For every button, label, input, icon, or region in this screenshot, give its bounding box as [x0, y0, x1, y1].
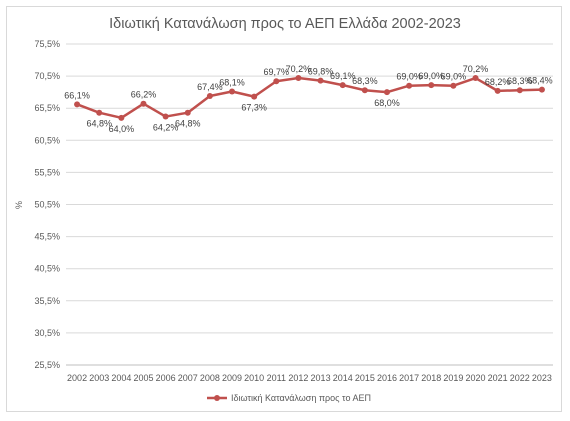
data-point[interactable]	[140, 100, 147, 107]
x-tick-label: 2002	[67, 373, 87, 383]
x-tick-label: 2013	[311, 373, 331, 383]
series-group	[74, 75, 545, 121]
data-label: 70,2%	[463, 64, 489, 74]
legend-marker	[214, 395, 220, 401]
x-tick-label: 2005	[133, 373, 153, 383]
data-point[interactable]	[516, 87, 523, 94]
data-label: 64,0%	[109, 124, 135, 134]
legend[interactable]: Ιδιωτική Κατανάλωση προς το ΑΕΠ	[207, 393, 371, 403]
x-tick-label: 2022	[510, 373, 530, 383]
data-label: 68,2%	[485, 77, 511, 87]
data-point[interactable]	[317, 77, 324, 84]
legend-label: Ιδιωτική Κατανάλωση προς το ΑΕΠ	[231, 393, 371, 403]
data-label: 66,2%	[131, 90, 157, 100]
chart-frame	[6, 6, 562, 412]
x-tick-label: 2003	[89, 373, 109, 383]
y-tick-label: 35,5%	[34, 296, 60, 306]
x-tick-label: 2011	[267, 373, 286, 383]
data-point[interactable]	[74, 101, 81, 108]
x-tick-label: 2009	[222, 373, 242, 383]
y-tick-label: 50,5%	[34, 200, 60, 210]
x-tick-label: 2021	[488, 373, 508, 383]
series-line	[76, 76, 542, 120]
data-labels: 66,1%64,8%64,0%66,2%64,2%64,8%67,4%68,1%…	[64, 64, 552, 134]
data-label: 64,2%	[153, 123, 179, 133]
data-point[interactable]	[406, 82, 413, 89]
data-label: 67,4%	[197, 82, 223, 92]
data-point[interactable]	[538, 86, 545, 93]
x-tick-label: 2010	[244, 373, 264, 383]
x-tick-label: 2019	[443, 373, 463, 383]
data-point[interactable]	[494, 87, 501, 94]
data-label: 69,1%	[330, 71, 356, 81]
data-label: 68,4%	[527, 76, 553, 86]
data-label: 68,3%	[352, 76, 378, 86]
data-label: 68,3%	[507, 76, 533, 86]
x-tick-label: 2012	[288, 373, 308, 383]
data-label: 69,0%	[418, 71, 444, 81]
x-axis-ticks: 2002 2003 2004 2005 2006 2007 2008 2009 2010 2011…	[67, 373, 552, 383]
y-axis-ticks: 25,5% 30,5% 35,5% 40,5% 45,5% 50,5% 55,5% 60,5%…	[34, 39, 60, 370]
data-point[interactable]	[361, 87, 368, 94]
x-tick-label: 2018	[421, 373, 441, 383]
y-tick-label: 25,5%	[34, 360, 60, 370]
chart-title: Ιδιωτική Κατανάλωση προς το ΑΕΠ Ελλάδα 2…	[109, 16, 461, 32]
data-point[interactable]	[229, 88, 236, 95]
data-label: 66,1%	[64, 90, 90, 100]
data-point[interactable]	[273, 78, 280, 85]
x-tick-label: 2023	[532, 373, 552, 383]
y-tick-label: 70,5%	[34, 71, 60, 81]
gridlines	[66, 43, 553, 334]
y-tick-label: 75,5%	[34, 39, 60, 49]
x-tick-label: 2014	[333, 373, 353, 383]
x-tick-label: 2006	[156, 373, 176, 383]
x-tick-label: 2015	[355, 373, 375, 383]
data-label: 64,8%	[86, 119, 112, 129]
y-tick-label: 55,5%	[34, 167, 60, 177]
data-label: 64,8%	[175, 119, 201, 129]
data-label: 68,0%	[374, 98, 400, 108]
data-point[interactable]	[295, 75, 302, 82]
y-tick-label: 30,5%	[34, 328, 60, 338]
data-label: 69,8%	[308, 67, 334, 77]
data-point[interactable]	[118, 114, 125, 121]
data-point[interactable]	[206, 93, 213, 100]
y-tick-label: 40,5%	[34, 264, 60, 274]
y-tick-label: 45,5%	[34, 232, 60, 242]
data-label: 69,0%	[396, 72, 422, 82]
data-label: 69,0%	[441, 72, 467, 82]
data-point[interactable]	[472, 75, 479, 82]
data-point[interactable]	[339, 82, 346, 89]
x-tick-label: 2004	[111, 373, 131, 383]
data-point[interactable]	[428, 82, 435, 89]
x-tick-label: 2020	[466, 373, 486, 383]
data-point[interactable]	[383, 89, 390, 96]
data-label: 68,1%	[219, 78, 245, 88]
data-label: 70,2%	[286, 64, 312, 74]
data-label: 69,7%	[264, 67, 290, 77]
y-tick-label: 65,5%	[34, 103, 60, 113]
x-tick-label: 2016	[377, 373, 397, 383]
data-point[interactable]	[450, 82, 457, 89]
y-tick-label: 60,5%	[34, 135, 60, 145]
data-point[interactable]	[251, 93, 258, 100]
x-tick-label: 2007	[178, 373, 198, 383]
data-point[interactable]	[96, 109, 103, 116]
data-point[interactable]	[184, 109, 191, 116]
x-tick-label: 2008	[200, 373, 220, 383]
data-point[interactable]	[162, 113, 169, 120]
data-label: 67,3%	[241, 103, 267, 113]
y-axis-label: %	[14, 201, 24, 209]
x-tick-label: 2017	[399, 373, 419, 383]
